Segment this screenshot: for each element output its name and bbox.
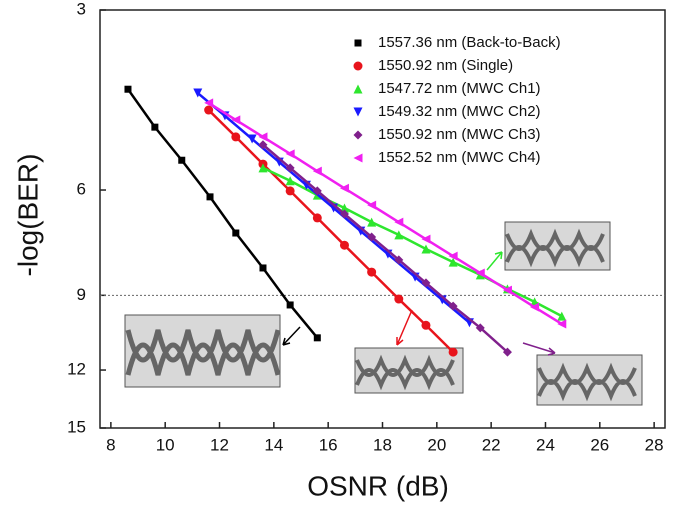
y-tick-label: 6 (77, 180, 86, 199)
marker (312, 186, 322, 196)
marker (204, 98, 214, 108)
x-tick-label: 14 (264, 435, 283, 454)
y-tick-label: 12 (67, 360, 86, 379)
x-tick-label: 12 (210, 435, 229, 454)
marker (151, 123, 159, 131)
marker (339, 240, 349, 250)
marker (448, 251, 458, 261)
marker (353, 61, 363, 71)
marker (530, 302, 540, 312)
marker (502, 347, 512, 357)
fit-line (126, 88, 319, 339)
marker (394, 217, 404, 227)
marker (193, 88, 203, 98)
eye-trace (505, 228, 605, 268)
marker (421, 234, 431, 244)
marker (259, 264, 267, 272)
marker (232, 229, 240, 237)
marker (312, 213, 322, 223)
x-tick-label: 18 (373, 435, 392, 454)
marker (286, 301, 294, 309)
marker (421, 320, 431, 330)
marker (313, 334, 321, 342)
arrow (522, 342, 556, 356)
marker (475, 323, 485, 333)
marker (353, 130, 363, 140)
marker (367, 267, 377, 277)
marker (367, 200, 377, 210)
x-tick-label: 16 (319, 435, 338, 454)
marker (124, 85, 132, 93)
y-axis-label: -log(BER) (12, 154, 43, 277)
marker (339, 209, 349, 219)
x-tick-label: 26 (590, 435, 609, 454)
marker (339, 183, 349, 193)
arrow (282, 326, 301, 346)
eye-trace (355, 354, 455, 391)
marker (285, 176, 295, 186)
y-tick-label: 9 (77, 285, 86, 304)
marker (231, 115, 241, 125)
arrow (486, 251, 503, 271)
fit-line (262, 143, 509, 354)
marker (394, 255, 404, 265)
y-tick-label: 15 (67, 417, 86, 436)
fit-line (262, 166, 563, 318)
x-tick-label: 20 (427, 435, 446, 454)
fit-line (207, 109, 455, 354)
marker (285, 163, 295, 173)
marker (354, 39, 362, 47)
marker (557, 311, 567, 321)
fit-line (207, 101, 563, 326)
marker (353, 107, 363, 117)
marker (258, 140, 268, 150)
arrows (282, 251, 556, 356)
x-tick-label: 28 (645, 435, 664, 454)
marker (231, 132, 241, 142)
eye-trace (537, 362, 637, 402)
legend-label: 1549.32 nm (MWC Ch2) (378, 103, 541, 120)
marker (312, 166, 322, 176)
marker (258, 132, 268, 142)
legend-label: 1550.92 nm (MWC Ch3) (378, 126, 541, 143)
marker (353, 153, 363, 163)
marker (448, 257, 458, 267)
arrow (396, 309, 413, 346)
marker (421, 278, 431, 288)
marker (178, 156, 186, 164)
marker (204, 105, 214, 115)
y-tick-label: 3 (77, 0, 86, 18)
x-tick-label: 10 (156, 435, 175, 454)
legend-label: 1557.36 nm (Back-to-Back) (378, 34, 561, 51)
marker (206, 193, 214, 201)
eye-diagrams (124, 221, 643, 406)
legend-label: 1547.72 nm (MWC Ch1) (378, 80, 541, 97)
legend-label: 1552.52 nm (MWC Ch4) (378, 149, 541, 166)
x-tick-label: 8 (106, 435, 115, 454)
marker (367, 217, 377, 227)
marker (394, 294, 404, 304)
marker (421, 244, 431, 254)
eye-trace (125, 329, 281, 376)
x-tick-label: 24 (536, 435, 555, 454)
marker (247, 134, 257, 144)
marker (285, 149, 295, 159)
marker (353, 84, 363, 94)
x-tick-label: 22 (482, 435, 501, 454)
marker (475, 268, 485, 278)
marker (448, 347, 458, 357)
legend-label: 1550.92 nm (Single) (378, 57, 513, 74)
marker (448, 301, 458, 311)
marker (557, 319, 567, 329)
marker (258, 163, 268, 173)
marker (339, 203, 349, 213)
marker (502, 285, 512, 295)
marker (285, 186, 295, 196)
x-axis-label: OSNR (dB) (307, 470, 449, 501)
marker (367, 232, 377, 242)
marker (394, 230, 404, 240)
